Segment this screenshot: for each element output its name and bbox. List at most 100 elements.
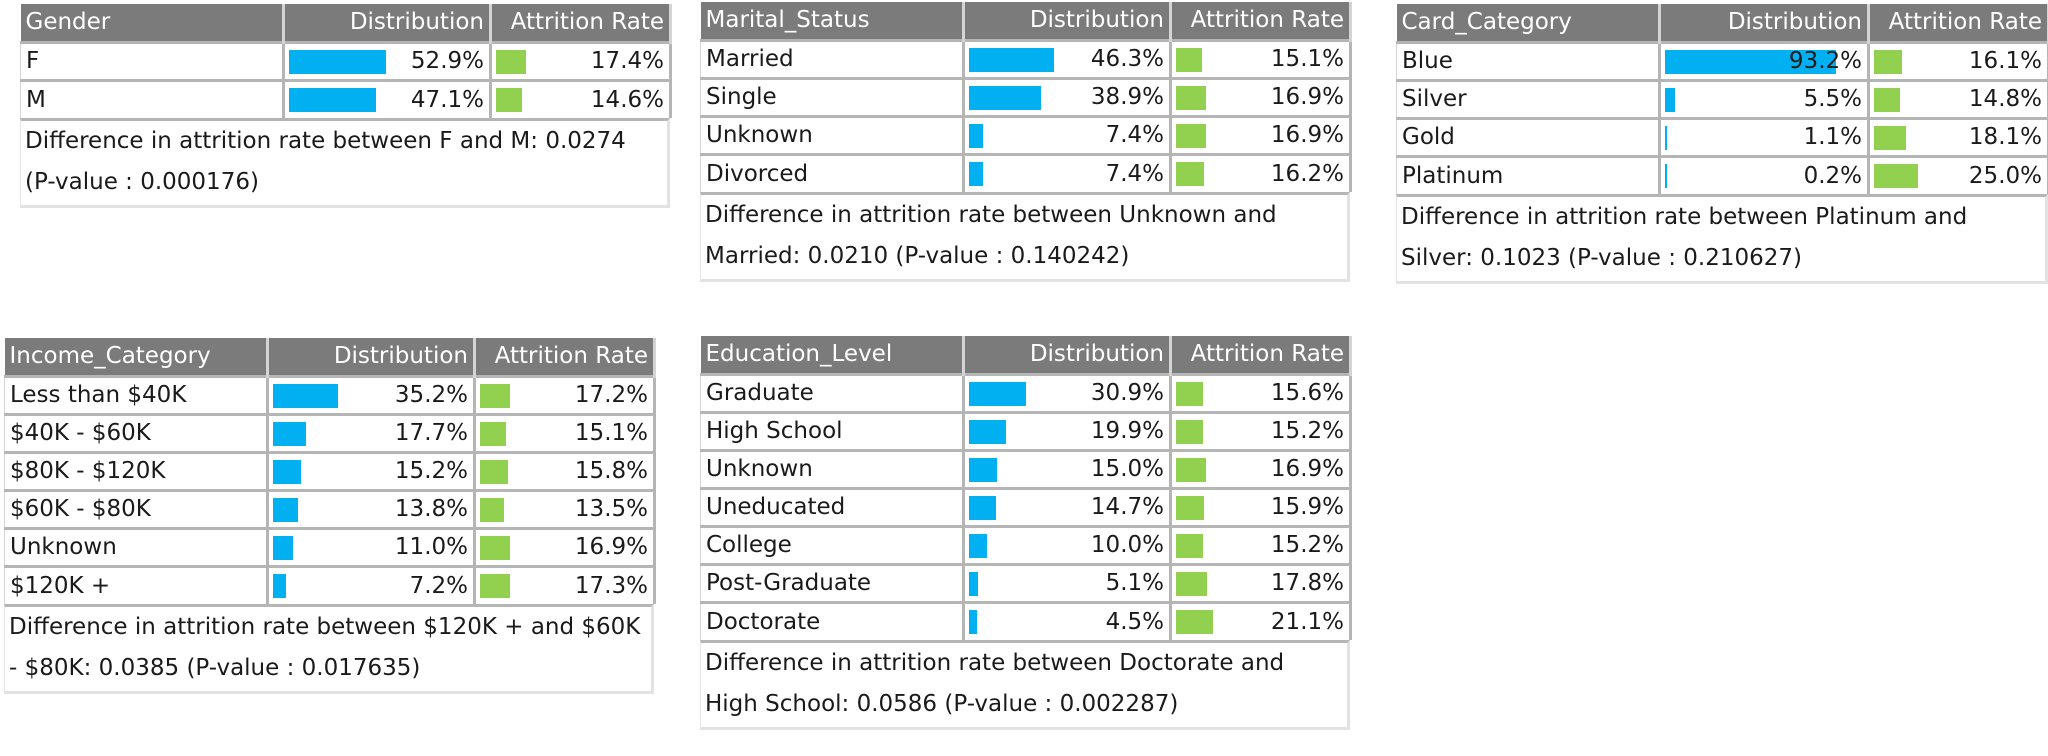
gender-dist-bar	[289, 87, 376, 112]
marital-status-table: Marital_Status Distribution Attrition Ra…	[700, 2, 1352, 192]
marital-dist-cell: 7.4%	[963, 114, 1172, 154]
marital-row-unknown: Unknown 7.4% 16.9%	[700, 114, 1352, 154]
education-attr-cell: 15.9%	[1170, 486, 1352, 526]
card-category-header-distribution: Distribution	[1659, 4, 1870, 42]
gender-dist-value: 52.9%	[410, 48, 484, 74]
education-row-doctorate: Doctorate 4.5% 21.1%	[700, 600, 1352, 640]
gender-header-category: Gender	[20, 4, 285, 42]
card-dist-value: 5.5%	[1803, 86, 1862, 112]
card-attr-value: 16.1%	[1968, 48, 2042, 74]
income-dist-value: 15.2%	[394, 458, 468, 484]
income-category-label: Unknown	[4, 526, 269, 566]
income-row-40k-60k: $40K - $60K 17.7% 15.1%	[4, 412, 656, 452]
income-category-label: $120K +	[4, 564, 269, 604]
marital-dist-bar	[969, 47, 1055, 72]
education-dist-bar	[969, 381, 1026, 406]
gender-row-f: F 52.9% 17.4%	[20, 40, 672, 80]
education-attr-cell: 17.8%	[1170, 562, 1352, 602]
income-dist-bar	[273, 383, 338, 408]
education-dist-cell: 10.0%	[963, 524, 1172, 564]
education-dist-cell: 15.0%	[963, 448, 1172, 488]
card-category-panel: Card_Category Distribution Attrition Rat…	[1396, 4, 2048, 284]
income-category-label: $80K - $120K	[4, 450, 269, 490]
income-attr-value: 16.9%	[574, 534, 648, 560]
marital-attr-cell: 16.9%	[1170, 76, 1352, 116]
income-attr-value: 15.1%	[574, 420, 648, 446]
education-row-uneducated: Uneducated 14.7% 15.9%	[700, 486, 1352, 526]
education-dist-bar	[969, 495, 997, 520]
income-category-note: Difference in attrition rate between $12…	[4, 604, 654, 694]
education-attr-value: 16.9%	[1270, 456, 1344, 482]
marital-dist-cell: 38.9%	[963, 76, 1172, 116]
marital-dist-value: 38.9%	[1090, 84, 1164, 110]
income-row-less-than-40k: Less than $40K 35.2% 17.2%	[4, 374, 656, 414]
income-attr-value: 13.5%	[574, 496, 648, 522]
education-attr-cell: 15.2%	[1170, 410, 1352, 450]
education-dist-bar	[969, 533, 988, 558]
income-dist-value: 13.8%	[394, 496, 468, 522]
gender-attr-value: 14.6%	[590, 86, 664, 113]
card-attr-cell: 18.1%	[1868, 116, 2048, 156]
marital-dist-bar	[969, 85, 1041, 110]
education-level-header-category: Education_Level	[700, 336, 965, 374]
card-attr-cell: 14.8%	[1868, 78, 2048, 118]
card-dist-value: 93.2%	[1788, 48, 1862, 74]
education-attr-value: 15.2%	[1270, 532, 1344, 558]
marital-dist-cell: 7.4%	[963, 152, 1172, 192]
marital-attr-bar	[1176, 47, 1203, 72]
education-dist-value: 10.0%	[1090, 532, 1164, 558]
income-dist-bar	[273, 497, 299, 522]
marital-dist-value: 7.4%	[1105, 160, 1164, 187]
gender-attr-cell: 17.4%	[490, 40, 672, 80]
education-dist-value: 30.9%	[1090, 380, 1164, 406]
card-row-silver: Silver 5.5% 14.8%	[1396, 78, 2048, 118]
income-attr-cell: 16.9%	[474, 526, 656, 566]
card-dist-value: 1.1%	[1803, 124, 1862, 150]
education-dist-value: 4.5%	[1105, 608, 1164, 635]
card-row-gold: Gold 1.1% 18.1%	[1396, 116, 2048, 156]
card-attr-cell: 16.1%	[1868, 40, 2048, 80]
card-dist-cell: 93.2%	[1659, 40, 1870, 80]
card-attr-cell: 25.0%	[1868, 154, 2048, 194]
education-attr-bar	[1176, 533, 1203, 558]
income-category-rows: Less than $40K 35.2% 17.2% $40K - $60K 17.7%…	[4, 374, 656, 604]
income-dist-cell: 35.2%	[267, 374, 476, 414]
gender-dist-bar	[289, 49, 387, 74]
marital-dist-cell: 46.3%	[963, 38, 1172, 78]
income-dist-value: 17.7%	[394, 420, 468, 446]
education-dist-value: 19.9%	[1090, 418, 1164, 444]
marital-status-note: Difference in attrition rate between Unk…	[700, 192, 1350, 282]
card-category-header-attrition: Attrition Rate	[1868, 4, 2048, 42]
education-level-rows: Graduate 30.9% 15.6% High School 19.9% 15.2% U…	[700, 372, 1352, 640]
income-attr-bar	[480, 421, 507, 446]
income-category-label: $60K - $80K	[4, 488, 269, 528]
education-attr-value: 17.8%	[1270, 570, 1344, 596]
income-row-60k-80k: $60K - $80K 13.8% 13.5%	[4, 488, 656, 528]
card-category-label: Gold	[1396, 116, 1661, 156]
education-category-label: Doctorate	[700, 600, 965, 640]
card-category-table: Card_Category Distribution Attrition Rat…	[1396, 4, 2048, 194]
education-level-note: Difference in attrition rate between Doc…	[700, 640, 1350, 730]
education-category-label: Graduate	[700, 372, 965, 412]
income-dist-bar	[273, 459, 301, 484]
card-dist-cell: 1.1%	[1659, 116, 1870, 156]
education-attr-cell: 21.1%	[1170, 600, 1352, 640]
income-dist-cell: 15.2%	[267, 450, 476, 490]
education-dist-value: 14.7%	[1090, 494, 1164, 520]
marital-dist-bar	[969, 161, 983, 186]
income-attr-cell: 15.8%	[474, 450, 656, 490]
gender-attr-cell: 14.6%	[490, 78, 672, 118]
income-attr-cell: 17.3%	[474, 564, 656, 604]
education-row-graduate: Graduate 30.9% 15.6%	[700, 372, 1352, 412]
gender-dist-cell: 47.1%	[283, 78, 492, 118]
income-dist-cell: 17.7%	[267, 412, 476, 452]
card-dist-bar	[1665, 163, 1667, 188]
card-attr-bar	[1874, 163, 1918, 188]
income-attr-cell: 13.5%	[474, 488, 656, 528]
marital-row-married: Married 46.3% 15.1%	[700, 38, 1352, 78]
income-category-table: Income_Category Distribution Attrition R…	[4, 338, 656, 604]
education-attr-value: 15.9%	[1270, 494, 1344, 520]
education-level-panel: Education_Level Distribution Attrition R…	[700, 336, 1352, 730]
education-attr-value: 21.1%	[1270, 608, 1344, 635]
income-attr-cell: 17.2%	[474, 374, 656, 414]
